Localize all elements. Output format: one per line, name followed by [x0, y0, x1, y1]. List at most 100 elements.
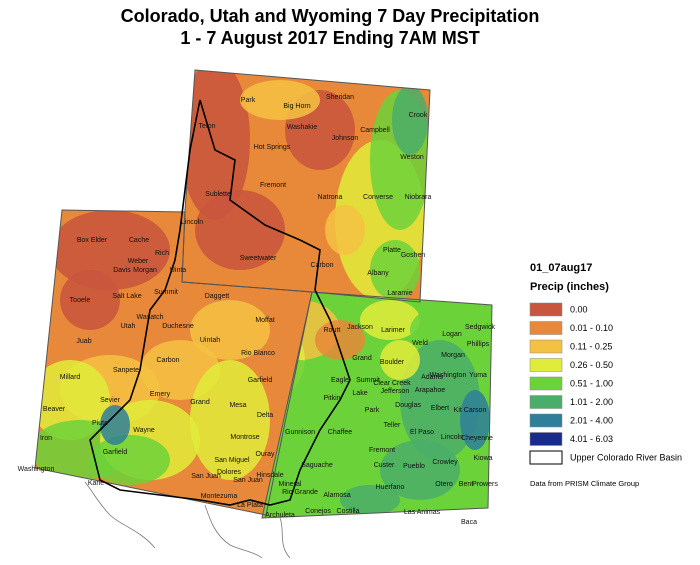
county-label: San Juan — [191, 473, 221, 480]
county-label: Jefferson — [381, 388, 410, 395]
county-label: Eagle — [331, 377, 349, 384]
title: Colorado, Utah and Wyoming 7 Day Precipi… — [121, 6, 540, 26]
legend-swatch — [529, 413, 563, 428]
county-label: Summit — [154, 289, 178, 296]
county-label: Boulder — [380, 359, 405, 366]
legend-swatch — [529, 376, 563, 391]
precip-area — [90, 435, 170, 485]
county-label: Costilla — [337, 508, 360, 515]
legend-swatch — [529, 321, 563, 335]
legend-label: 0.00 — [570, 304, 588, 314]
precip-area — [392, 85, 428, 155]
county-label: Huerfano — [376, 484, 405, 491]
county-label: Hinsdale — [256, 472, 283, 479]
county-label: Washington — [430, 372, 467, 379]
county-label: Utah — [121, 323, 136, 330]
county-label: Kit Carson — [454, 407, 487, 414]
county-label: Park — [365, 407, 380, 414]
county-label: Sublette — [205, 191, 231, 198]
county-label: Emery — [150, 391, 171, 398]
county-label: Carbon — [157, 357, 180, 364]
precip-area — [380, 440, 460, 500]
county-label: Natrona — [318, 194, 343, 201]
county-label: Washakie — [287, 124, 318, 131]
county-label: Weber — [128, 258, 149, 265]
legend-label: 0.51 - 1.00 — [570, 378, 613, 388]
county-label: Routt — [324, 327, 341, 334]
county-label: Lake — [352, 390, 367, 397]
precip-area — [35, 360, 110, 440]
legend-label: 0.01 - 0.10 — [570, 323, 613, 333]
county-label: Larimer — [381, 327, 405, 334]
county-label: Wasatch — [137, 314, 164, 321]
state-borders — [34, 69, 493, 519]
county-label: Conejos — [305, 508, 331, 515]
county-label: Garfield — [103, 449, 128, 456]
precip-area — [400, 340, 480, 460]
county-label: Carbon — [311, 262, 334, 269]
county-label: Archuleta — [265, 512, 295, 519]
county-label: Niobrara — [405, 194, 432, 201]
county-label: Uintah — [200, 337, 220, 344]
county-label: Hot Springs — [254, 144, 291, 151]
legend-label: 0.26 - 0.50 — [570, 360, 613, 370]
precip-area — [195, 190, 285, 270]
county-label: Alamosa — [323, 492, 350, 499]
county-label: Davis — [113, 267, 131, 274]
county-label: Montezuma — [201, 493, 238, 500]
county-label: Kiowa — [473, 455, 492, 462]
county-label: Laramie — [387, 290, 412, 297]
county-label: Mesa — [229, 402, 246, 409]
county-label: Jackson — [347, 324, 373, 331]
county-label: Piute — [92, 420, 108, 427]
county-label: Duchesne — [162, 323, 194, 330]
county-label: Fremont — [260, 182, 286, 189]
county-label: Pueblo — [403, 463, 425, 470]
county-label: Sevier — [100, 397, 121, 404]
county-label: Pitkin — [323, 395, 340, 402]
county-label: Converse — [363, 194, 393, 201]
county-label: Iron — [40, 435, 52, 442]
county-label: Teton — [198, 123, 215, 130]
county-label: Rio Grande — [282, 489, 318, 496]
county-label: Beaver — [43, 406, 66, 413]
county-label: Washington — [18, 466, 55, 473]
county-label: Saguache — [301, 462, 333, 469]
precip-area — [190, 300, 270, 360]
precip-area — [315, 320, 365, 360]
county-label: Tooele — [70, 297, 91, 304]
legend-label: 2.01 - 4.00 — [570, 415, 613, 425]
county-label: Weston — [400, 154, 424, 161]
county-label: Daggett — [205, 293, 230, 300]
county-label: Mineral — [279, 481, 302, 488]
county-label: Campbell — [360, 127, 390, 134]
county-label: Moffat — [255, 317, 274, 324]
county-label: Montrose — [230, 434, 259, 441]
precip-area — [190, 360, 270, 480]
county-label: Ouray — [255, 451, 275, 458]
county-label: Sanpete — [113, 367, 139, 374]
county-label: Otero — [435, 481, 453, 488]
rivers — [84, 481, 291, 559]
county-label: Clear Creek — [373, 380, 411, 387]
county-label: Morgan — [133, 267, 157, 274]
county-label: Sedgwick — [465, 324, 495, 331]
legend-swatch — [529, 339, 563, 354]
county-label: Las Animas — [404, 509, 441, 516]
county-label: Salt Lake — [112, 293, 141, 300]
county-label: Lincoln — [181, 219, 203, 226]
legend-label: 1.01 - 2.00 — [570, 397, 613, 407]
subtitle: 1 - 7 August 2017 Ending 7AM MST — [180, 28, 479, 48]
legend-swatch — [529, 302, 563, 317]
county-label: Sheridan — [326, 94, 354, 101]
county-label: Albany — [367, 270, 389, 277]
county-label: Logan — [442, 331, 462, 338]
county-label: Cache — [129, 237, 149, 244]
county-label: Yuma — [469, 372, 487, 379]
legend-swatch — [529, 395, 563, 409]
legend-title: 01_07aug17 — [530, 262, 592, 274]
county-label: Weld — [412, 340, 428, 347]
county-label: Delta — [257, 412, 273, 419]
county-label: Kane — [88, 480, 104, 487]
